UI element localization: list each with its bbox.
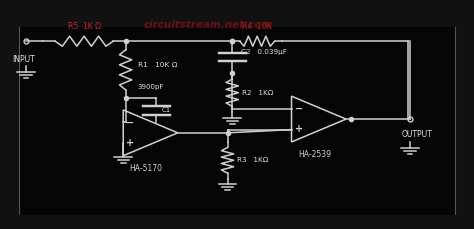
- Text: R2   1KΩ: R2 1KΩ: [242, 90, 273, 96]
- Text: +: +: [294, 124, 303, 134]
- Text: R3   1KΩ: R3 1KΩ: [237, 157, 268, 163]
- Text: R5  1K Ω: R5 1K Ω: [68, 22, 100, 31]
- Text: HA-5170: HA-5170: [129, 164, 163, 173]
- Polygon shape: [0, 215, 474, 229]
- Text: circuitstream.net.com: circuitstream.net.com: [144, 20, 273, 30]
- Text: INPUT: INPUT: [12, 55, 35, 64]
- Text: −: −: [126, 118, 135, 128]
- Text: R4  10K: R4 10K: [242, 22, 272, 31]
- Text: OUTPUT: OUTPUT: [402, 130, 432, 139]
- Text: C1: C1: [162, 107, 172, 113]
- Text: −: −: [294, 104, 303, 114]
- Polygon shape: [0, 0, 474, 27]
- Text: 3900pF: 3900pF: [137, 84, 164, 90]
- Text: R1   10K Ω: R1 10K Ω: [138, 62, 178, 68]
- Text: +: +: [126, 138, 135, 148]
- Text: HA-2539: HA-2539: [298, 150, 331, 159]
- Polygon shape: [19, 11, 455, 220]
- Text: C2   0.039μF: C2 0.039μF: [241, 49, 287, 55]
